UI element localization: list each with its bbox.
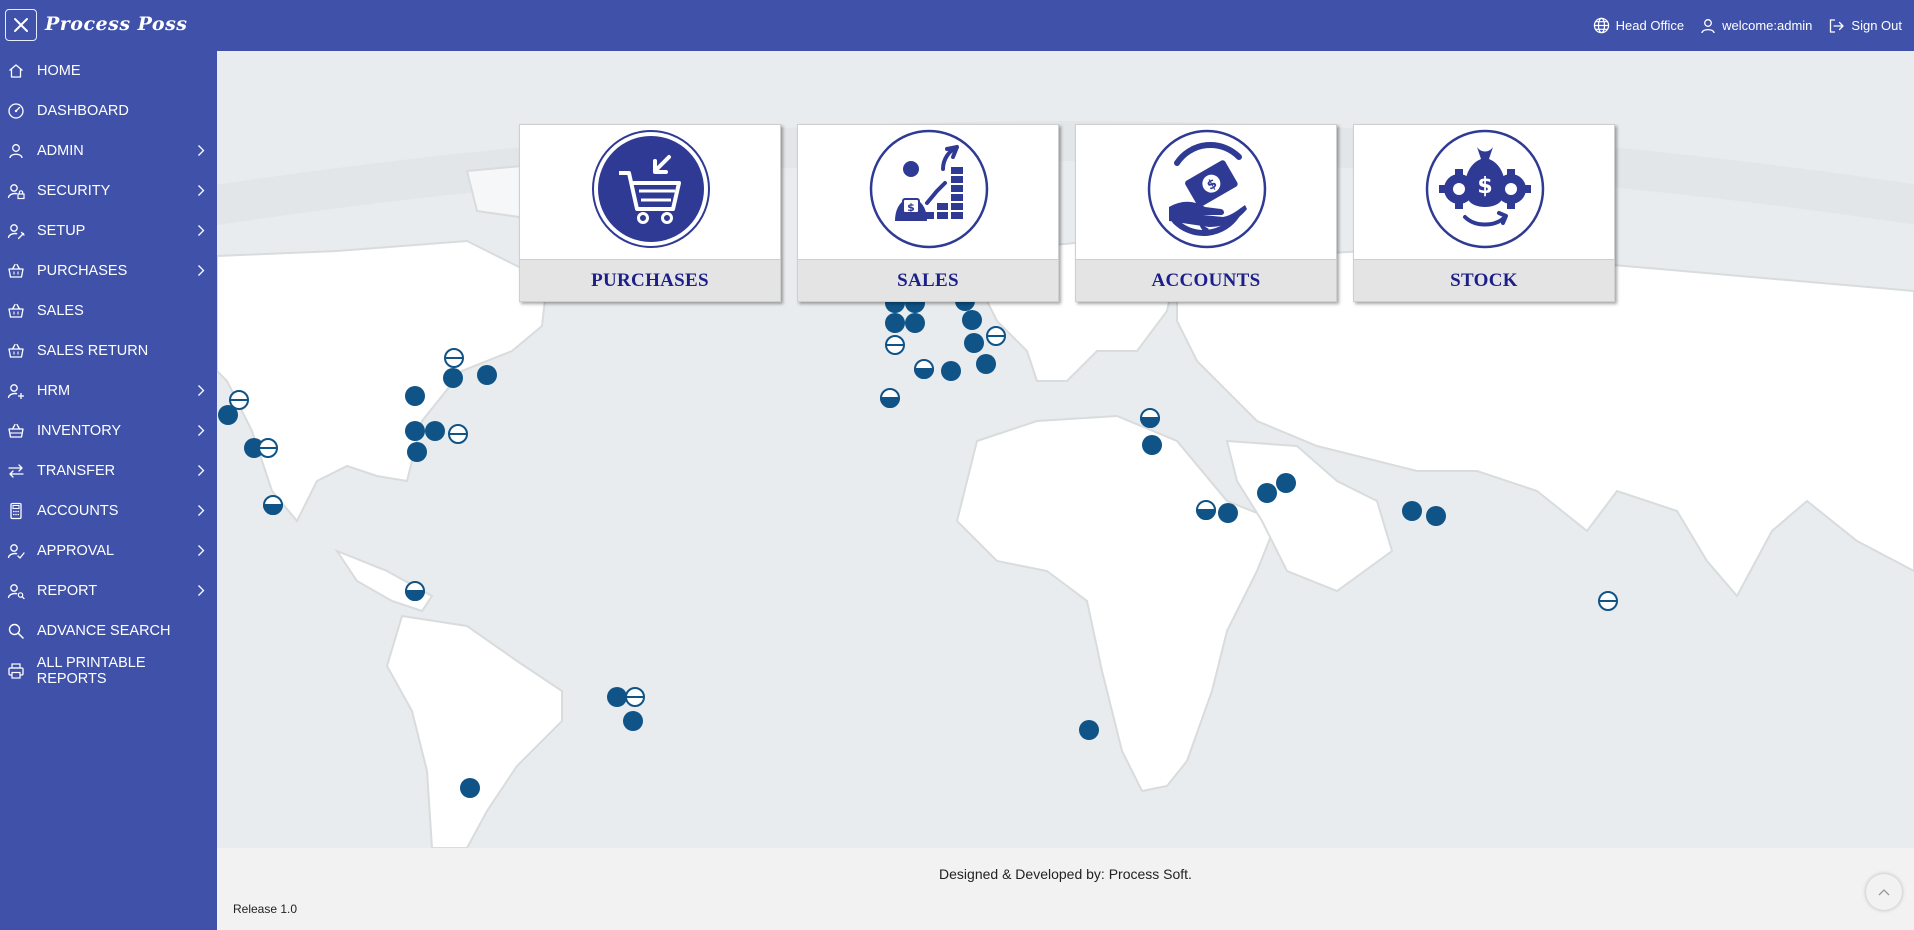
release-version: Release 1.0 [233,902,298,916]
tile-purchases[interactable]: PURCHASES [519,124,781,302]
brand-logo[interactable]: Process Poss [45,13,188,35]
sidebar-item-label: HRM [37,383,71,399]
user-icon [1701,18,1715,33]
user-check-icon [5,540,27,562]
sidebar-item-inventory[interactable]: INVENTORY [0,411,217,451]
tile-label: SALES [798,259,1058,301]
sidebar-item-label: ACCOUNTS [37,503,119,519]
sidebar-item-security[interactable]: SECURITY [0,171,217,211]
globe-icon [1593,17,1609,34]
sidebar-nav: HOME DASHBOARD ADMIN SECURITY SETUP PURC… [0,51,217,930]
tile-label: STOCK [1354,259,1614,301]
branch-selector[interactable]: Head Office [1593,17,1684,34]
sidebar-item-label: SECURITY [37,183,111,199]
sign-out-icon [1830,18,1845,33]
user-plus-icon [5,380,27,402]
search-icon [5,620,27,642]
sidebar-item-transfer[interactable]: TRANSFER [0,451,217,491]
sidebar-item-hrm[interactable]: HRM [0,371,217,411]
sidebar-item-label: SALES [37,303,84,319]
tile-label: ACCOUNTS [1076,259,1336,301]
sidebar-item-approval[interactable]: APPROVAL [0,531,217,571]
sign-out-label: Sign Out [1851,18,1902,33]
basket-icon [5,260,27,282]
sidebar-item-advance-search[interactable]: ADVANCE SEARCH [0,611,217,651]
sidebar-item-admin[interactable]: ADMIN [0,131,217,171]
chevron-right-icon [198,225,205,236]
sidebar-item-purchases[interactable]: PURCHASES [0,251,217,291]
sidebar-item-report[interactable]: REPORT [0,571,217,611]
svg-text:$: $ [1477,174,1492,199]
sidebar-item-label: ALL PRINTABLE REPORTS [36,655,146,687]
sidebar-item-sales[interactable]: SALES [0,291,217,331]
chevron-right-icon [198,425,205,436]
sidebar-item-label: PURCHASES [37,263,128,279]
sidebar-item-all-printable-reports[interactable]: ALL PRINTABLE REPORTS [0,651,217,691]
main-content: PURCHASES $ SALES $ [217,51,1914,848]
tile-label: PURCHASES [520,259,780,301]
sidebar-item-setup[interactable]: SETUP [0,211,217,251]
chevron-right-icon [198,505,205,516]
salesman-chart-icon: $ [869,129,989,249]
sidebar-item-label: SALES RETURN [37,343,149,359]
sidebar-item-home[interactable]: HOME [0,51,217,91]
sidebar-item-label: INVENTORY [37,423,122,439]
sidebar-item-label: REPORT [37,583,98,599]
sidebar-item-label: SETUP [37,223,86,239]
chevron-up-icon [1878,889,1890,896]
footer-credit: Designed & Developed by: Process Soft. [939,866,1192,882]
branch-name: Head Office [1615,18,1685,33]
calculator-icon [5,500,27,522]
scroll-to-top-button[interactable] [1866,874,1902,910]
chevron-right-icon [198,185,205,196]
tile-accounts[interactable]: $ ACCOUNTS [1075,124,1337,302]
chevron-right-icon [198,145,205,156]
user-search-icon [5,580,27,602]
page-footer: Designed & Developed by: Process Soft. R… [217,848,1914,930]
printer-icon [5,660,27,682]
sidebar-item-label: TRANSFER [37,463,116,479]
top-right-menu: Head Office welcome:admin Sign Out [1593,0,1902,51]
sidebar-item-dashboard[interactable]: DASHBOARD [0,91,217,131]
basket-icon [5,420,27,442]
close-icon [14,18,28,32]
chevron-right-icon [198,545,205,556]
sidebar-item-label: DASHBOARD [37,103,129,119]
basket-icon [5,300,27,322]
tile-stock[interactable]: $ STOCK [1353,124,1615,302]
dashboard-icon [5,100,27,122]
home-icon [5,60,27,82]
user-icon [5,140,27,162]
money-bag-gears-icon: $ [1425,129,1545,249]
shopping-cart-icon [592,130,710,248]
user-lock-icon [5,180,27,202]
chevron-right-icon [198,385,205,396]
sidebar-item-label: HOME [37,63,81,79]
basket-icon [5,340,27,362]
chevron-right-icon [198,585,205,596]
money-hand-icon: $ [1147,129,1267,249]
user-settings-icon [5,220,27,242]
sidebar-item-accounts[interactable]: ACCOUNTS [0,491,217,531]
sidebar-item-label: ADVANCE SEARCH [37,623,171,639]
user-menu[interactable]: welcome:admin [1700,18,1812,34]
sidebar-item-label: APPROVAL [37,543,115,559]
transfer-icon [5,460,27,482]
top-navbar: Process Poss Head Office welcome:admin S… [0,0,1914,51]
tile-sales[interactable]: $ SALES [797,124,1059,302]
sign-out-link[interactable]: Sign Out [1828,18,1902,34]
sidebar-item-sales-return[interactable]: SALES RETURN [0,331,217,371]
world-map-background [217,51,1914,848]
chevron-right-icon [198,265,205,276]
svg-text:$: $ [907,201,915,214]
menu-toggle-button[interactable] [5,9,37,41]
sidebar-item-label: ADMIN [37,143,84,159]
chevron-right-icon [198,465,205,476]
user-name: welcome:admin [1722,18,1813,33]
